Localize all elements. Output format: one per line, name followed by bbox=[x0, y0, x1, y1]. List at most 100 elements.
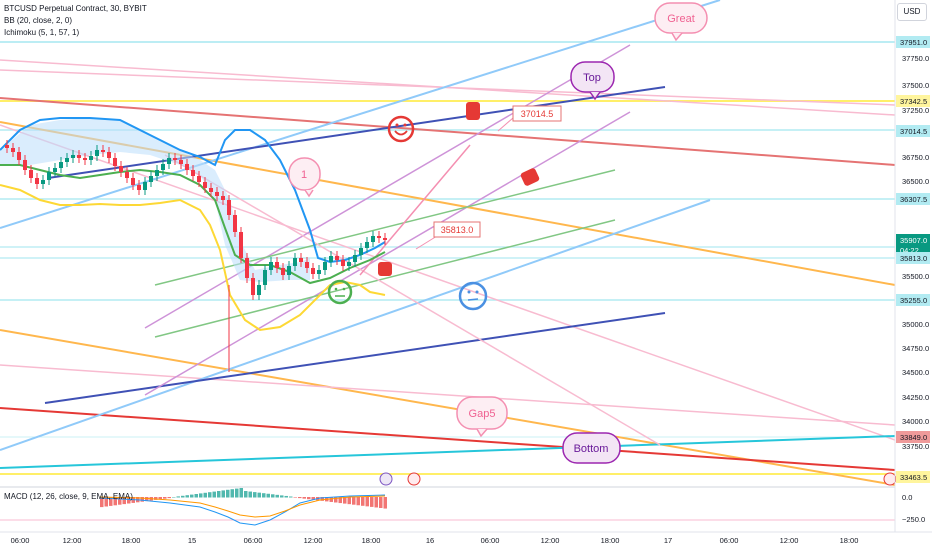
face-blue-icon[interactable] bbox=[458, 281, 488, 311]
macd-bar bbox=[190, 494, 194, 498]
time-axis[interactable]: 06:00 12:00 18:00 15 06:00 12:00 18:00 16 06:00 1… bbox=[11, 536, 859, 545]
macd-bar bbox=[199, 493, 203, 498]
macd-bar bbox=[212, 491, 216, 498]
candle-body bbox=[281, 268, 285, 275]
time-tick-label: 12:00 bbox=[63, 536, 82, 545]
macd-bar bbox=[221, 490, 225, 498]
hand-pointer-icon[interactable] bbox=[378, 102, 540, 276]
candle-body bbox=[77, 155, 81, 158]
candle-body bbox=[347, 262, 351, 266]
callout-great-text: Great bbox=[667, 13, 695, 25]
macd-bar bbox=[109, 497, 113, 506]
macd-bar bbox=[203, 492, 207, 498]
candle-body bbox=[299, 258, 303, 262]
candle-body bbox=[65, 158, 69, 162]
smiley-green-icon[interactable] bbox=[327, 279, 353, 305]
candle-body bbox=[365, 242, 369, 248]
time-tick-label: 06:00 bbox=[244, 536, 263, 545]
macd-bar bbox=[185, 495, 189, 498]
candle-body bbox=[323, 262, 327, 270]
macd-bar bbox=[347, 497, 351, 505]
candle-body bbox=[83, 158, 87, 160]
svg-text:35813.0: 35813.0 bbox=[900, 254, 927, 263]
svg-text:35255.0: 35255.0 bbox=[900, 296, 927, 305]
macd-bar bbox=[293, 497, 297, 498]
candle-body bbox=[305, 262, 309, 268]
callout-price-37014-text: 37014.5 bbox=[521, 109, 554, 119]
callout-price-37014[interactable]: 37014.5 bbox=[512, 105, 562, 122]
callout-bottom-text: Bottom bbox=[574, 443, 609, 455]
candle-body bbox=[23, 160, 27, 170]
callout-price-35813-text: 35813.0 bbox=[441, 225, 474, 235]
candle-body bbox=[95, 150, 99, 156]
candle-body bbox=[5, 145, 9, 148]
macd-bar bbox=[217, 491, 221, 498]
macd-bar bbox=[262, 493, 266, 498]
macd-bar bbox=[343, 497, 347, 504]
price-tick-label: 34000.0 bbox=[902, 417, 929, 426]
callout-price-35813[interactable]: 35813.0 bbox=[433, 221, 481, 238]
candle-body bbox=[149, 176, 153, 182]
time-tick-label: 12:00 bbox=[780, 536, 799, 545]
svg-text:33849.0: 33849.0 bbox=[900, 433, 927, 442]
macd-bar bbox=[383, 497, 387, 509]
macd-bar bbox=[320, 497, 324, 501]
macd-bar bbox=[208, 492, 212, 498]
price-tag: 37342.5 bbox=[896, 95, 930, 107]
macd-bar bbox=[253, 492, 257, 498]
time-tick-label: 06:00 bbox=[720, 536, 739, 545]
macd-bar bbox=[172, 497, 176, 498]
currency-button[interactable]: USD bbox=[897, 3, 927, 21]
price-tick-label: 33750.0 bbox=[902, 442, 929, 451]
macd-bar bbox=[226, 489, 230, 498]
price-axis[interactable] bbox=[896, 0, 932, 532]
indicator-bb-label[interactable]: BB (20, close, 2, 0) bbox=[4, 16, 73, 25]
macd-bar bbox=[298, 497, 302, 499]
macd-bar bbox=[266, 493, 270, 498]
candle-body bbox=[383, 238, 387, 240]
macd-bar bbox=[275, 494, 279, 498]
svg-text:04:22: 04:22 bbox=[900, 246, 919, 255]
macd-tick-label: 0.0 bbox=[902, 493, 912, 502]
macd-bar bbox=[334, 497, 338, 503]
macd-bar bbox=[145, 497, 149, 502]
callout-one[interactable]: 1 bbox=[288, 157, 321, 198]
svg-text:37342.5: 37342.5 bbox=[900, 97, 927, 106]
event-markers[interactable] bbox=[379, 472, 897, 486]
macd-bar bbox=[176, 496, 180, 498]
price-axis-tags: 37951.0 37342.5 37014.5 36307.5 35907.004:22… bbox=[896, 36, 930, 483]
candle-body bbox=[71, 155, 75, 158]
macd-signal bbox=[99, 495, 386, 518]
macd-histogram bbox=[100, 488, 387, 509]
svg-text:37951.0: 37951.0 bbox=[900, 38, 927, 47]
candle-body bbox=[353, 255, 357, 262]
time-tick-label: 18:00 bbox=[601, 536, 620, 545]
macd-bar bbox=[118, 497, 122, 505]
svg-text:35907.0: 35907.0 bbox=[900, 236, 927, 245]
candle-body bbox=[377, 236, 381, 238]
smiley-red-icon[interactable] bbox=[387, 115, 415, 143]
callout-top[interactable]: Top bbox=[570, 61, 615, 101]
price-tick-label: 35500.0 bbox=[902, 272, 929, 281]
indicator-ichimoku-label[interactable]: Ichimoku (5, 1, 57, 1) bbox=[4, 28, 80, 37]
macd-bar bbox=[379, 497, 383, 508]
macd-bar bbox=[163, 497, 167, 499]
price-tick-label: 34750.0 bbox=[902, 344, 929, 353]
price-tick-label: 36500.0 bbox=[902, 177, 929, 186]
candle-body bbox=[215, 192, 219, 196]
macd-bar bbox=[167, 497, 171, 499]
indicator-macd-label[interactable]: MACD (12, 26, close, 9, EMA, EMA) bbox=[4, 492, 133, 501]
candle-body bbox=[317, 270, 321, 274]
candle-body bbox=[107, 152, 111, 158]
candle-body bbox=[143, 182, 147, 190]
price-tag: 33849.0 bbox=[896, 431, 930, 443]
candle-body bbox=[245, 258, 249, 278]
trend-lines[interactable] bbox=[0, 0, 896, 521]
callout-great[interactable]: Great bbox=[654, 2, 708, 42]
macd-bar bbox=[365, 497, 369, 507]
candle-body bbox=[275, 262, 279, 268]
callout-bottom[interactable]: Bottom bbox=[562, 432, 621, 464]
candle-body bbox=[89, 156, 93, 160]
callout-gap5[interactable]: Gap5 bbox=[456, 396, 508, 438]
